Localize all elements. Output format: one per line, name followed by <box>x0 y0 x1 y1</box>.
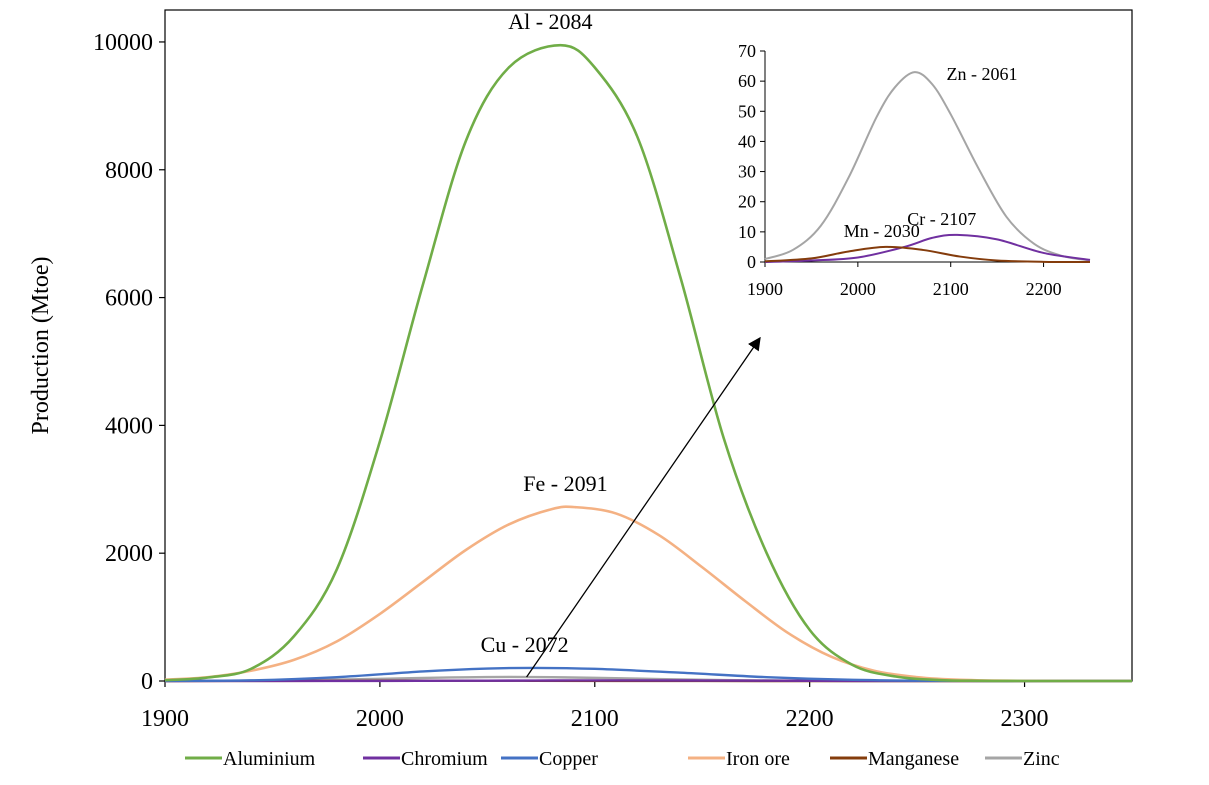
inset-plot: 0 10 20 30 40 50 60 70 1900 2000 2100 2200 Zn - 2061… <box>693 37 1104 313</box>
series-line-iron-ore <box>164 505 1133 683</box>
x-tick-label: 2100 <box>571 706 619 732</box>
peak-annotation-aluminium: Al - 2084 <box>508 9 592 34</box>
legend-label-iron-ore: Iron ore <box>726 748 790 770</box>
inset-y-tick-label: 0 <box>747 252 756 272</box>
inset-y-tick-label: 40 <box>738 131 756 151</box>
inset-x-tick-label: 2200 <box>1026 279 1062 299</box>
inset-y-tick-label: 30 <box>738 162 756 182</box>
inset-peak-annotation-manganese: Mn - 2030 <box>844 221 920 241</box>
x-tick-label: 2300 <box>1001 706 1049 732</box>
y-axis-label: Production (Mtoe) <box>28 257 54 435</box>
inset-series-line-chromium <box>764 233 1091 263</box>
legend: Aluminium Chromium Copper Iron ore Manganese… <box>185 748 1060 770</box>
inset-x-tick-label: 2000 <box>840 279 876 299</box>
peak-annotation-copper: Cu - 2072 <box>481 632 569 657</box>
inset-y-tick-label: 70 <box>738 41 756 61</box>
inset-peak-annotation-zinc: Zn - 2061 <box>947 64 1018 84</box>
inset-series-line-zinc <box>764 71 1091 262</box>
legend-label-chromium: Chromium <box>401 748 488 770</box>
y-tick-label: 10000 <box>93 30 153 56</box>
main-plot: 0 2000 4000 6000 8000 10000 1900 2000 2100 2200 23… <box>28 9 1133 732</box>
peak-annotation-iron-ore: Fe - 2091 <box>523 471 607 496</box>
y-tick-label: 4000 <box>105 413 153 439</box>
inset-x-tick-label: 2100 <box>933 279 969 299</box>
x-tick-label: 2200 <box>786 706 834 732</box>
legend-label-manganese: Manganese <box>868 748 959 770</box>
inset-series-line-manganese <box>764 245 1091 264</box>
zoom-arrow <box>526 336 761 678</box>
x-tick-label: 2000 <box>356 706 404 732</box>
legend-label-zinc: Zinc <box>1023 748 1060 770</box>
inset-y-tick-label: 10 <box>738 222 756 242</box>
legend-label-aluminium: Aluminium <box>223 748 316 770</box>
inset-y-tick-label: 50 <box>738 101 756 121</box>
inset-y-tick-label: 60 <box>738 71 756 91</box>
legend-label-copper: Copper <box>539 748 598 770</box>
inset-peak-annotation-chromium: Cr - 2107 <box>907 209 976 229</box>
y-tick-label: 8000 <box>105 158 153 184</box>
series-line-aluminium <box>164 43 1133 683</box>
y-tick-label: 6000 <box>105 286 153 312</box>
y-tick-label: 2000 <box>105 541 153 567</box>
y-tick-label: 0 <box>141 669 153 695</box>
inset-y-tick-label: 20 <box>738 192 756 212</box>
x-tick-label: 1900 <box>141 706 189 732</box>
inset-x-tick-label: 1900 <box>747 279 783 299</box>
series-line-copper <box>164 666 1133 683</box>
